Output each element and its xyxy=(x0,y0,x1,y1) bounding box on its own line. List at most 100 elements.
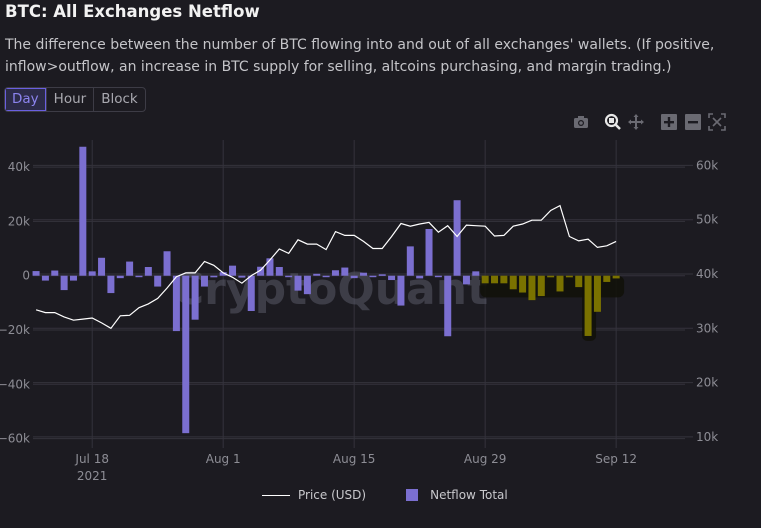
netflow-bar xyxy=(397,275,405,306)
netflow-bar xyxy=(303,275,311,295)
pan-icon[interactable] xyxy=(627,113,645,131)
netflow-bar xyxy=(519,275,527,293)
legend-price-label[interactable]: Price (USD) xyxy=(298,488,367,502)
netflow-bar xyxy=(369,275,377,278)
netflow-bar xyxy=(238,275,246,278)
x-tick-label: Aug 15 xyxy=(333,452,376,466)
netflow-bar xyxy=(313,273,321,276)
chart-description: The difference between the number of BTC… xyxy=(5,37,715,75)
netflow-bar xyxy=(126,261,134,276)
netflow-bar xyxy=(294,275,302,291)
tab-hour[interactable]: Hour xyxy=(45,88,94,111)
netflow-bar xyxy=(360,272,368,276)
netflow-bar xyxy=(154,275,162,287)
zoom-in-icon[interactable] xyxy=(660,113,678,131)
netflow-bar xyxy=(565,275,573,278)
netflow-bar xyxy=(547,275,555,278)
netflow-bar xyxy=(144,267,152,276)
legend-price-swatch xyxy=(262,494,290,496)
y-left-tick-label: 20k xyxy=(8,214,30,228)
netflow-bar xyxy=(285,275,293,278)
y-right-tick-label: 40k xyxy=(696,267,718,281)
netflow-bar xyxy=(229,265,237,276)
netflow-bar xyxy=(41,275,49,281)
netflow-bar xyxy=(79,146,87,276)
netflow-bar xyxy=(491,275,499,284)
netflow-bar xyxy=(416,275,424,279)
netflow-bar xyxy=(51,270,59,276)
netflow-bar xyxy=(500,275,508,284)
netflow-bar xyxy=(98,257,106,276)
x-tick-sublabel: 2021 xyxy=(77,469,108,483)
y-right-tick-label: 20k xyxy=(696,376,718,390)
tab-block[interactable]: Block xyxy=(93,88,145,111)
watermark-logo: CryptoQuant xyxy=(172,264,488,315)
netflow-bar xyxy=(69,275,77,281)
netflow-bar xyxy=(182,275,190,434)
netflow-bar xyxy=(210,275,218,278)
netflow-bar xyxy=(406,246,414,276)
netflow-bar xyxy=(453,200,461,276)
netflow-bar xyxy=(434,275,442,278)
y-right-tick-label: 10k xyxy=(696,430,718,444)
resolution-tabs: Day Hour Block xyxy=(4,87,146,112)
legend-netflow-swatch xyxy=(406,489,419,501)
netflow-bar xyxy=(341,267,349,276)
y-left-tick-label: −60k xyxy=(0,432,30,446)
netflow-bar xyxy=(612,275,620,279)
netflow-bar xyxy=(88,271,96,276)
netflow-bar xyxy=(444,275,452,337)
zoom-icon[interactable] xyxy=(604,113,622,131)
camera-icon[interactable] xyxy=(572,113,590,131)
x-tick-label: Jul 18 xyxy=(74,452,109,466)
page-title: BTC: All Exchanges Netflow xyxy=(5,2,260,21)
chart-legend: Price (USD) Netflow Total xyxy=(262,488,508,502)
legend-netflow-label[interactable]: Netflow Total xyxy=(430,488,508,502)
netflow-bar xyxy=(584,275,592,336)
netflow-bar xyxy=(247,275,255,311)
x-tick-label: Aug 29 xyxy=(464,452,507,466)
netflow-bar xyxy=(191,275,199,320)
netflow-bar xyxy=(509,275,517,290)
autoscale-icon[interactable] xyxy=(708,113,726,131)
netflow-bar xyxy=(378,274,386,276)
netflow-bar xyxy=(350,275,358,279)
netflow-bar xyxy=(266,258,274,276)
netflow-bar xyxy=(472,271,480,276)
x-tick-label: Sep 12 xyxy=(595,452,637,466)
netflow-bar xyxy=(163,251,171,276)
netflow-bar xyxy=(135,275,143,278)
y-right-tick-label: 60k xyxy=(696,158,718,172)
netflow-bar xyxy=(107,275,115,294)
netflow-bar xyxy=(593,275,601,312)
netflow-bar xyxy=(257,266,265,276)
netflow-bar xyxy=(172,275,180,332)
y-left-tick-label: −40k xyxy=(0,377,30,391)
netflow-bar xyxy=(388,275,396,281)
y-left-tick-label: 0 xyxy=(22,269,30,283)
netflow-bar xyxy=(528,275,536,301)
netflow-bar xyxy=(537,275,545,297)
netflow-bar xyxy=(275,267,283,276)
netflow-bar xyxy=(32,271,40,276)
netflow-bar xyxy=(116,275,124,279)
netflow-bar xyxy=(60,275,68,291)
zoom-out-icon[interactable] xyxy=(684,113,702,131)
y-right-tick-label: 30k xyxy=(696,321,718,335)
price-line xyxy=(35,204,617,330)
tab-day[interactable]: Day xyxy=(5,88,46,111)
netflow-bar xyxy=(219,272,227,276)
netflow-bar xyxy=(331,270,339,276)
netflow-bar xyxy=(322,275,330,278)
x-tick-label: Aug 1 xyxy=(206,452,241,466)
netflow-bar xyxy=(556,275,564,292)
netflow-bar xyxy=(462,275,470,285)
y-left-tick-label: 40k xyxy=(8,160,30,174)
netflow-bar xyxy=(200,275,208,287)
netflow-bar xyxy=(481,275,489,284)
netflow-bar xyxy=(575,275,583,288)
netflow-bar xyxy=(603,275,611,282)
y-left-tick-label: −20k xyxy=(0,323,30,337)
y-right-tick-label: 50k xyxy=(696,213,718,227)
